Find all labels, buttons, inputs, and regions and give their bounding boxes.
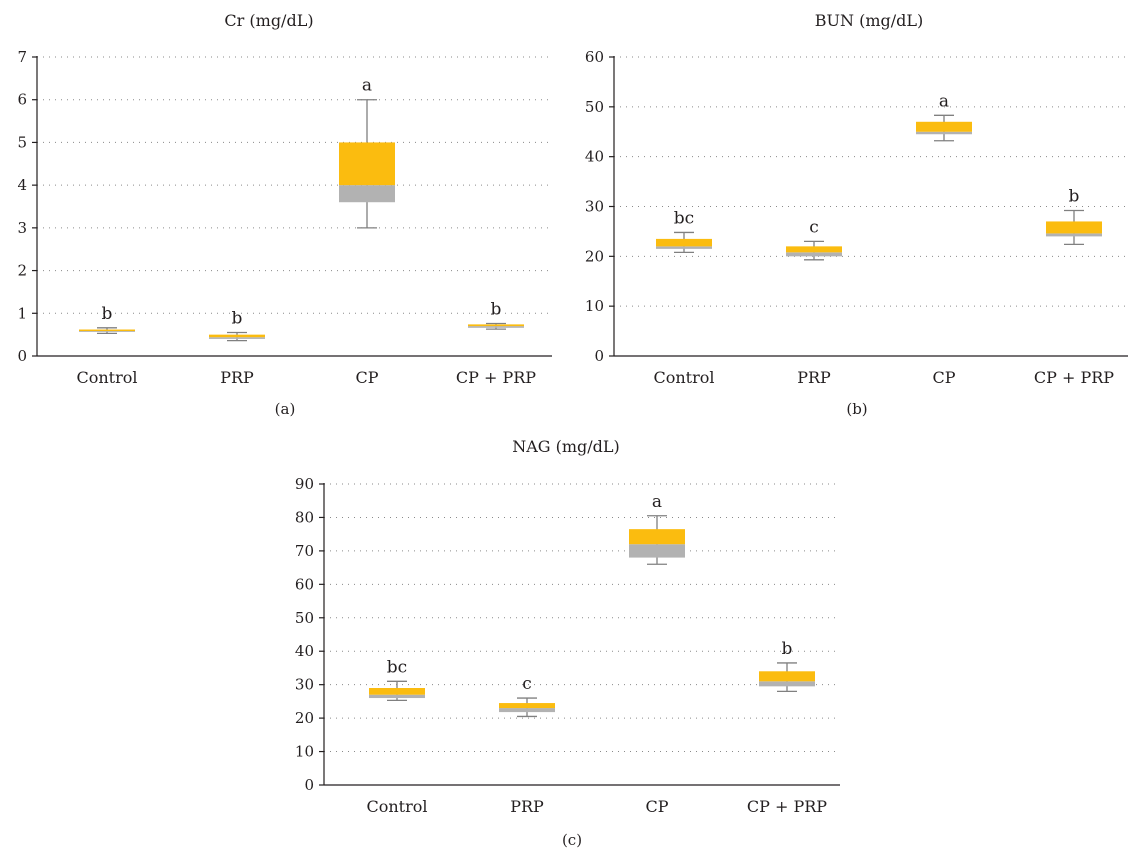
box-lower-quartile — [209, 337, 265, 339]
box-plot-prp: c — [499, 674, 555, 718]
y-tick-label: 20 — [585, 247, 604, 265]
box-plot-prp: c — [786, 217, 842, 261]
box-plot-cp: a — [916, 91, 972, 142]
y-tick-label: 10 — [295, 743, 314, 761]
x-tick-label: CP + PRP — [747, 797, 827, 816]
x-tick-label: CP — [932, 368, 955, 387]
x-tick-label: CP + PRP — [456, 368, 536, 387]
box-upper-quartile — [79, 329, 135, 332]
box-lower-quartile — [759, 681, 815, 687]
chart-panel-cr: Cr (mg/dL) 0 1 2 3 4 5 6 7 b Control b PRP a CP b CP + P… — [17, 11, 552, 418]
x-tick-label: Control — [653, 368, 714, 387]
box-lower-quartile — [629, 544, 685, 558]
box-upper-quartile — [369, 688, 425, 695]
y-tick-label: 4 — [17, 176, 27, 194]
y-tick-label: 20 — [295, 709, 314, 727]
y-tick-label: 7 — [17, 48, 27, 66]
box-plot-cp: a — [629, 492, 685, 565]
x-tick-label: CP — [645, 797, 668, 816]
box-upper-quartile — [759, 671, 815, 682]
y-tick-label: 50 — [295, 609, 314, 627]
chart-title: NAG (mg/dL) — [512, 437, 620, 456]
box-upper-quartile — [629, 529, 685, 545]
box-upper-quartile — [916, 121, 972, 132]
x-tick-label: Control — [366, 797, 427, 816]
significance-letter: b — [102, 304, 113, 324]
x-tick-label: CP + PRP — [1034, 368, 1114, 387]
y-tick-label: 90 — [295, 475, 314, 493]
x-tick-label: PRP — [220, 368, 254, 387]
y-tick-label: 0 — [17, 347, 27, 365]
y-tick-label: 2 — [17, 262, 27, 280]
panel-label: (c) — [562, 831, 582, 849]
y-tick-label: 50 — [585, 98, 604, 116]
box-plot-cp: a — [339, 76, 395, 229]
significance-letter: a — [362, 76, 372, 96]
y-tick-label: 80 — [295, 508, 314, 526]
y-tick-label: 30 — [585, 198, 604, 216]
x-tick-label: CP — [355, 368, 378, 387]
box-upper-quartile — [209, 334, 265, 338]
significance-letter: b — [232, 309, 243, 329]
significance-letter: c — [809, 217, 819, 237]
box-plot-control: b — [79, 304, 135, 335]
box-plot-cp-prp: b — [759, 639, 815, 693]
box-lower-quartile — [369, 694, 425, 699]
significance-letter: b — [491, 300, 502, 320]
box-plot-prp: b — [209, 309, 265, 342]
box-upper-quartile — [786, 246, 842, 253]
x-tick-label: Control — [76, 368, 137, 387]
significance-letter: bc — [674, 208, 694, 228]
y-tick-label: 60 — [585, 48, 604, 66]
y-tick-label: 70 — [295, 542, 314, 560]
panel-label: (a) — [275, 400, 296, 418]
box-lower-quartile — [499, 708, 555, 713]
significance-letter: c — [522, 674, 532, 694]
y-tick-label: 40 — [585, 148, 604, 166]
box-lower-quartile — [916, 131, 972, 135]
chart-title: BUN (mg/dL) — [815, 11, 923, 30]
box-upper-quartile — [1046, 221, 1102, 234]
y-tick-label: 6 — [17, 91, 27, 109]
box-upper-quartile — [339, 142, 395, 186]
chart-title: Cr (mg/dL) — [224, 11, 313, 30]
significance-letter: b — [1069, 186, 1080, 206]
box-upper-quartile — [656, 238, 712, 247]
y-tick-label: 10 — [585, 297, 604, 315]
chart-panel-bun: BUN (mg/dL) 0 10 20 30 40 50 60 bc Control c PRP a CP… — [585, 11, 1128, 418]
significance-letter: bc — [387, 657, 407, 677]
box-plot-control: bc — [369, 657, 425, 702]
box-plot-control: bc — [656, 208, 712, 253]
box-lower-quartile — [1046, 233, 1102, 237]
box-plot-cp-prp: b — [1046, 186, 1102, 246]
y-tick-label: 60 — [295, 575, 314, 593]
box-lower-quartile — [656, 246, 712, 249]
box-plot-cp-prp: b — [468, 300, 524, 330]
panel-label: (b) — [846, 400, 867, 418]
box-lower-quartile — [468, 326, 524, 328]
y-tick-label: 30 — [295, 676, 314, 694]
significance-letter: a — [652, 492, 662, 512]
significance-letter: a — [939, 91, 949, 111]
box-upper-quartile — [468, 324, 524, 327]
chart-panel-nag: NAG (mg/dL) 0 10 20 30 40 50 60 70 80 90 bc Control c… — [295, 437, 840, 849]
box-lower-quartile — [786, 252, 842, 257]
box-lower-quartile — [79, 330, 135, 332]
box-lower-quartile — [339, 185, 395, 203]
y-tick-label: 40 — [295, 642, 314, 660]
y-tick-label: 5 — [17, 133, 27, 151]
y-tick-label: 0 — [304, 776, 314, 794]
x-tick-label: PRP — [510, 797, 544, 816]
y-tick-label: 3 — [17, 219, 27, 237]
box-upper-quartile — [499, 703, 555, 709]
significance-letter: b — [782, 639, 793, 659]
x-tick-label: PRP — [797, 368, 831, 387]
y-tick-label: 1 — [17, 304, 27, 322]
y-tick-label: 0 — [594, 347, 604, 365]
